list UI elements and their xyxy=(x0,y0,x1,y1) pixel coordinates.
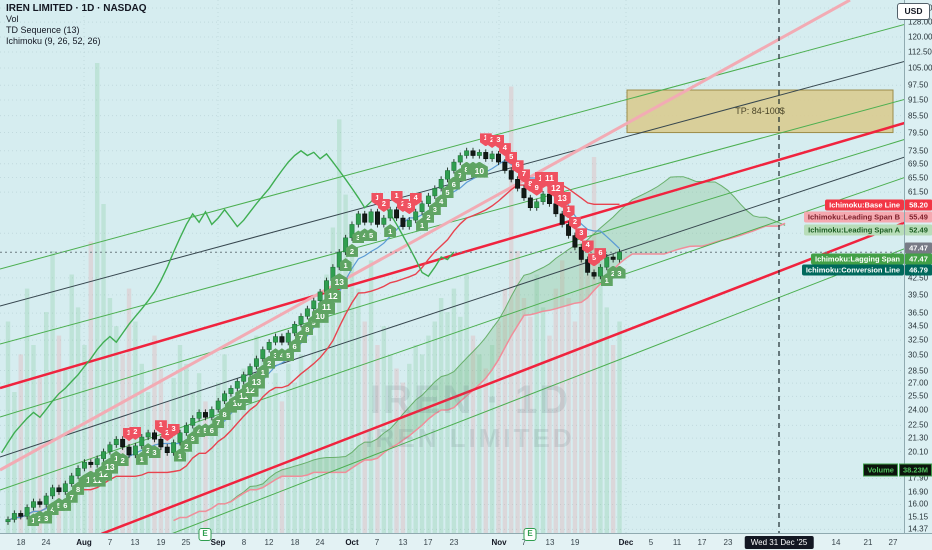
indicator-td-sequence[interactable]: TD Sequence (13) xyxy=(6,25,80,35)
price-tick: 24.00 xyxy=(908,405,929,415)
price-tick: 16.90 xyxy=(908,487,929,497)
crosshair-date-badge: Wed 31 Dec '25 xyxy=(744,536,814,549)
indicator-chip-label: Ichimoku:Lagging Span xyxy=(810,253,904,265)
time-tick: 21 xyxy=(863,538,873,547)
price-tick: 17.90 xyxy=(908,473,929,483)
indicator-chip-value: 47.47 xyxy=(905,253,932,265)
volume-chip-label: Volume xyxy=(863,463,898,477)
time-tick: Aug xyxy=(76,538,92,547)
time-tick: 24 xyxy=(315,538,325,547)
candles xyxy=(5,147,622,525)
time-tick: 27 xyxy=(888,538,898,547)
volume-readout-chip: Volume 38.23M xyxy=(862,463,932,477)
time-tick: 19 xyxy=(570,538,580,547)
currency-toggle-button[interactable]: USD xyxy=(897,3,930,20)
indicator-chip-value: 46.79 xyxy=(905,264,932,276)
indicator-chip-label: Ichimoku:Leading Span B xyxy=(803,211,904,223)
time-tick: 5 xyxy=(648,538,654,547)
time-tick: 12 xyxy=(264,538,274,547)
time-axis[interactable]: Wed 31 Dec '25 18 24 Aug 7 13 19 25 Sep 8 12 18 24 O… xyxy=(0,533,932,550)
price-tick: 32.50 xyxy=(908,335,929,345)
time-tick: 7 xyxy=(107,538,113,547)
symbol-title[interactable]: IREN LIMITED · 1D · NASDAQ xyxy=(6,3,147,14)
price-tick: 16.00 xyxy=(908,499,929,509)
time-tick: 8 xyxy=(241,538,247,547)
indicator-value-chip: 47.47 xyxy=(905,242,932,254)
price-tick: 73.50 xyxy=(908,146,929,156)
indicator-vol[interactable]: Vol xyxy=(6,14,19,24)
indicator-chip-label: Ichimoku:Conversion Line xyxy=(801,264,904,276)
earnings-icon[interactable]: E xyxy=(198,528,212,541)
chart-legend: IREN LIMITED · 1D · NASDAQ Vol TD Sequen… xyxy=(6,3,147,47)
time-tick: 19 xyxy=(156,538,166,547)
price-tick: 79.50 xyxy=(908,128,929,138)
earnings-icon[interactable]: E xyxy=(523,528,537,541)
indicator-chip-value: 55.49 xyxy=(905,211,932,223)
time-tick: 25 xyxy=(181,538,191,547)
time-tick: 18 xyxy=(290,538,300,547)
time-tick: 13 xyxy=(398,538,408,547)
price-tick: 22.50 xyxy=(908,420,929,430)
price-tick: 128.00 xyxy=(908,17,932,27)
price-tick: 25.50 xyxy=(908,391,929,401)
price-tick: 42.50 xyxy=(908,273,929,283)
time-tick: 13 xyxy=(130,538,140,547)
indicator-chip-value: 47.47 xyxy=(905,242,932,254)
price-tick: 85.50 xyxy=(908,111,929,121)
time-tick: 23 xyxy=(449,538,459,547)
indicator-chip-label: Ichimoku:Leading Span A xyxy=(804,224,904,236)
time-tick: 17 xyxy=(423,538,433,547)
price-tick: 36.50 xyxy=(908,308,929,318)
price-tick: 65.50 xyxy=(908,173,929,182)
time-tick: 24 xyxy=(41,538,51,547)
time-tick: Dec xyxy=(618,538,634,547)
price-tick: 27.00 xyxy=(908,378,929,388)
price-tick: 21.30 xyxy=(908,433,929,443)
time-tick: 7 xyxy=(521,538,527,547)
time-tick: 17 xyxy=(697,538,707,547)
price-tick: 20.10 xyxy=(908,447,929,457)
price-tick: 120.00 xyxy=(908,32,932,42)
time-tick: 23 xyxy=(723,538,733,547)
indicator-value-chip: Ichimoku:Leading Span B 55.49 xyxy=(803,211,932,223)
indicator-value-chip: Ichimoku:Base Line 58.20 xyxy=(825,199,932,211)
time-tick: 11 xyxy=(672,538,682,547)
tp-box-label[interactable]: TP: 84-100$ xyxy=(735,106,785,117)
indicator-chip-value: 58.20 xyxy=(905,199,932,211)
price-tick: 30.50 xyxy=(908,350,929,360)
volume-chip-value: 38.23M xyxy=(898,463,932,477)
time-tick: 14 xyxy=(831,538,841,547)
time-tick: 7 xyxy=(374,538,380,547)
price-tick: 97.50 xyxy=(908,80,929,90)
time-tick: 13 xyxy=(545,538,555,547)
price-tick: 105.00 xyxy=(908,63,932,73)
indicator-chip-value: 52.49 xyxy=(905,224,932,236)
price-tick: 28.50 xyxy=(908,366,929,376)
indicator-value-chip: Ichimoku:Lagging Span 47.47 xyxy=(810,253,932,265)
price-tick: 34.50 xyxy=(908,321,929,331)
price-tick: 61.50 xyxy=(908,187,929,197)
time-tick: 18 xyxy=(16,538,26,547)
price-tick: 14.37 xyxy=(908,524,929,534)
price-tick: 39.50 xyxy=(908,290,929,300)
indicator-value-chip: Ichimoku:Leading Span A 52.49 xyxy=(804,224,932,236)
price-tick: 15.15 xyxy=(908,512,929,522)
indicator-chip-label: Ichimoku:Base Line xyxy=(825,199,904,211)
price-tick: 91.50 xyxy=(908,95,929,105)
indicator-ichimoku[interactable]: Ichimoku (9, 26, 52, 26) xyxy=(6,36,101,46)
time-tick: Nov xyxy=(491,538,507,547)
indicator-value-chip: Ichimoku:Conversion Line 46.79 xyxy=(801,264,932,276)
time-tick: Oct xyxy=(345,538,359,547)
ichimoku-cloud xyxy=(173,176,786,522)
price-tick: 69.50 xyxy=(908,159,929,169)
time-tick: Sep xyxy=(210,538,226,547)
price-tick: 112.50 xyxy=(908,47,932,57)
